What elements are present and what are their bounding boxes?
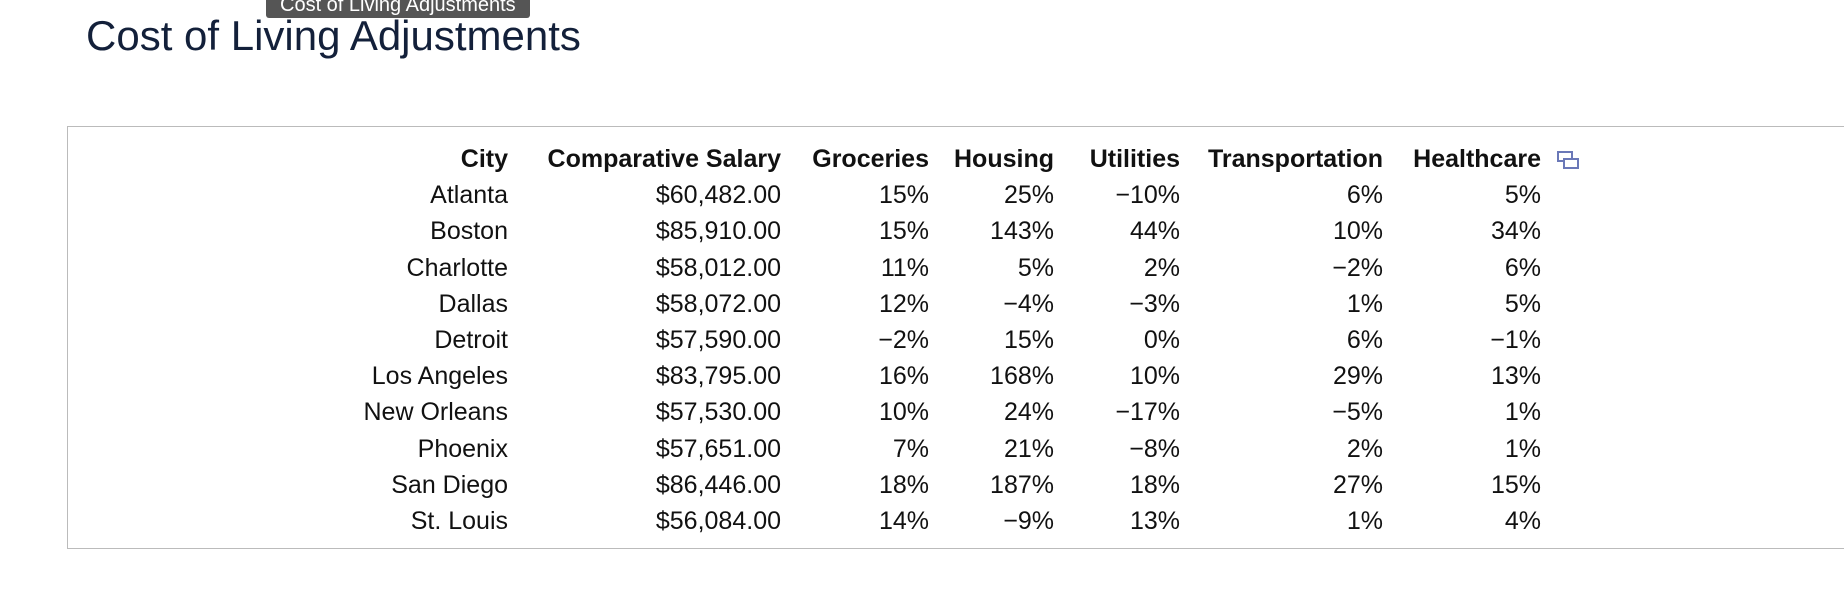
table-cell: −9% [1003, 507, 1054, 535]
table-cell: 21% [1003, 434, 1054, 463]
table-frame [67, 126, 1844, 549]
table-cell: 6% [1346, 326, 1383, 354]
table-cell: New Orleans [363, 398, 509, 427]
table-cell: 16% [878, 362, 929, 391]
table-cell: 1% [1346, 289, 1383, 318]
table-cell: −8% [1129, 434, 1180, 463]
table-cell: 1% [1504, 434, 1541, 463]
table-cell: 29% [1332, 362, 1383, 391]
table-cell: 6% [1504, 253, 1541, 282]
table-cell: −3% [1129, 289, 1180, 318]
table-cell: $86,446.00 [655, 470, 781, 499]
table-cell: 12% [878, 289, 929, 318]
column-header: Utilities [1089, 145, 1180, 173]
table-cell: Phoenix [417, 434, 508, 463]
table-cell: 10% [1332, 217, 1383, 246]
table-cell: $58,072.00 [655, 289, 781, 318]
table-cell: $57,590.00 [655, 326, 781, 354]
table-cell: Boston [430, 217, 508, 246]
table-cell: 5% [1017, 253, 1054, 282]
table-cell: $57,530.00 [655, 398, 781, 427]
table-cell: 15% [878, 217, 929, 246]
table-cell: 18% [1129, 470, 1180, 499]
table-cell: 13% [1490, 362, 1541, 391]
table-cell: 1% [1346, 507, 1383, 535]
table-cell: 15% [1490, 470, 1541, 499]
column-header: Comparative Salary [547, 145, 781, 173]
table-cell: 34% [1490, 217, 1541, 246]
table-cell: 10% [1129, 362, 1180, 391]
column-header: City [460, 145, 508, 173]
page-title: Cost of Living Adjustments [86, 12, 581, 59]
table-cell: $60,482.00 [655, 181, 781, 210]
table-cell: 5% [1504, 289, 1541, 318]
table-cell: 25% [1003, 181, 1054, 210]
table-cell: San Diego [391, 470, 508, 499]
table-cell: −10% [1115, 181, 1180, 210]
table-cell: St. Louis [410, 507, 508, 535]
table-cell: −4% [1003, 289, 1054, 318]
table-cell: Dallas [438, 289, 508, 318]
table-cell: 18% [878, 470, 929, 499]
tooltip: Cost of Living Adjustments [266, 0, 530, 18]
table-cell: 13% [1129, 507, 1180, 535]
table-cell: 1% [1504, 398, 1541, 427]
table-cell: 10% [878, 398, 929, 427]
table-cell: 187% [990, 470, 1054, 499]
table-cell: 24% [1003, 398, 1054, 427]
table-cell: Los Angeles [371, 362, 508, 391]
table-cell: −2% [878, 326, 929, 354]
table-cell: −1% [1490, 326, 1541, 354]
table-cell: 11% [880, 253, 929, 282]
table-cell: 15% [1003, 326, 1054, 354]
table-cell: Detroit [434, 326, 508, 354]
table-cell: 2% [1346, 434, 1383, 463]
table-cell: 2% [1143, 253, 1180, 282]
expand-icon[interactable] [1557, 150, 1579, 170]
table-cell: 143% [990, 217, 1054, 246]
column-header: Groceries [812, 145, 929, 173]
table-cell: 7% [892, 434, 929, 463]
table-cell: 168% [990, 362, 1054, 391]
column-header: Transportation [1207, 145, 1383, 173]
table-cell: −5% [1332, 398, 1383, 427]
table-cell: Charlotte [406, 253, 508, 282]
table-cell: 4% [1504, 507, 1541, 535]
table-cell: $56,084.00 [655, 507, 781, 535]
table-cell: 27% [1332, 470, 1383, 499]
table-cell: −2% [1332, 253, 1383, 282]
column-header: Healthcare [1413, 145, 1541, 173]
column-header: Housing [954, 145, 1054, 173]
table-cell: 15% [878, 181, 929, 210]
table-cell: 6% [1346, 181, 1383, 210]
table-cell: Atlanta [430, 181, 508, 210]
table-cell: $57,651.00 [655, 434, 781, 463]
table-cell: −17% [1115, 398, 1180, 427]
table-cell: $85,910.00 [655, 217, 781, 246]
table-cell: $83,795.00 [655, 362, 781, 391]
table-cell: 5% [1504, 181, 1541, 210]
table-cell: 14% [878, 507, 929, 535]
table-cell: $58,012.00 [655, 253, 781, 282]
table-cell: 0% [1143, 326, 1180, 354]
table-cell: 44% [1129, 217, 1180, 246]
